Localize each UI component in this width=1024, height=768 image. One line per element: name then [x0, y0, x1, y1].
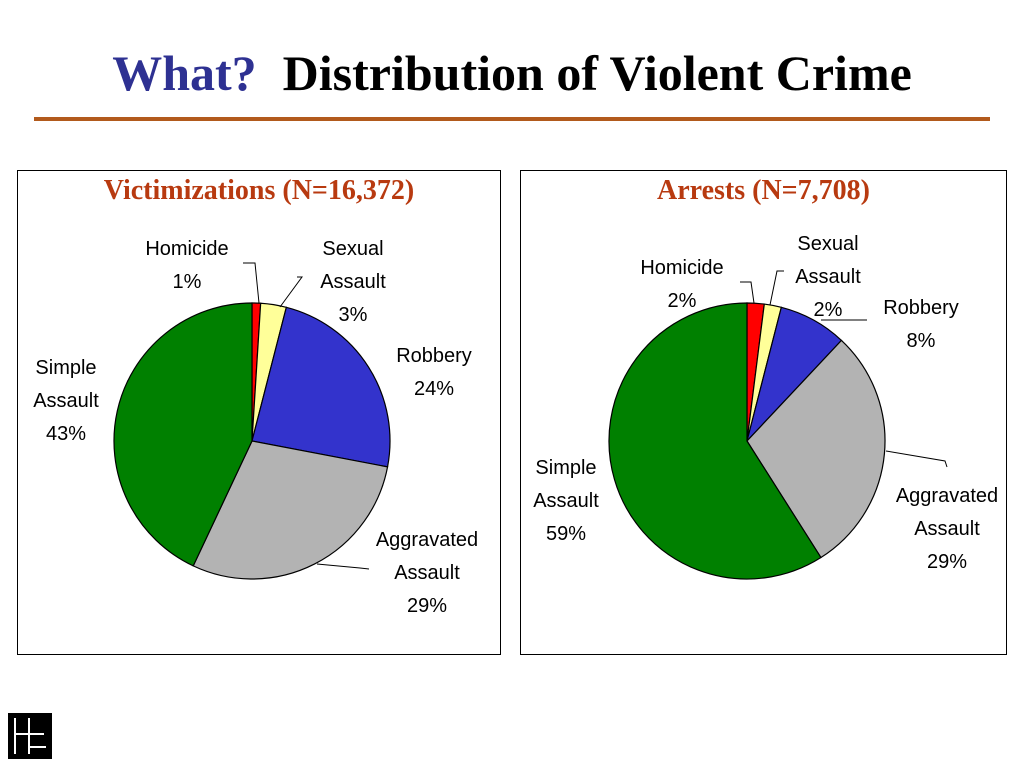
publisher-logo-icon: [8, 713, 52, 759]
pie-slice-aggravated-assault: [192, 440, 389, 580]
victimizations-chart-title: Victimizations (N=16,372): [103, 175, 415, 206]
slice-label-robbery: Robbery 24%: [396, 345, 472, 400]
leader-line-sexual-assault: [279, 276, 303, 308]
pie-slice-aggravated-assault: [746, 339, 886, 559]
slide-title-text: Distribution of Violent Crime: [282, 45, 912, 101]
slide-title-question: What?: [112, 45, 257, 101]
pie-slice-robbery: [251, 306, 391, 468]
pie-slice-simple-assault: [113, 302, 253, 567]
title-divider: [34, 117, 990, 121]
victimizations-chart-panel: Victimizations (N=16,372) Homicide 1% Sexu…: [17, 170, 501, 655]
slice-label-sexual-assault: Sexual Assault 2%: [795, 233, 861, 321]
slice-label-simple-assault: Simple Assault 43%: [33, 357, 99, 445]
leader-line-homicide: [243, 262, 260, 304]
leader-line-aggravated-assault: [316, 563, 370, 570]
slice-label-homicide: Homicide 2%: [640, 257, 723, 312]
leader-line-aggravated-assault: [885, 450, 948, 468]
victimizations-pie-chart: Homicide 1% Sexual Assault 3%Robbery 24% Aggra…: [33, 238, 478, 617]
arrests-pie-chart: Homicide 2% Sexual Assault 2% Robbery 8% Aggrav…: [533, 233, 998, 580]
slice-label-aggravated-assault: Aggravated Assault 29%: [376, 529, 478, 617]
pie-slice-simple-assault: [608, 302, 822, 580]
leader-line-homicide: [740, 281, 755, 304]
slice-label-aggravated-assault: Aggravated Assault 29%: [896, 485, 998, 573]
slice-label-robbery: Robbery 8%: [883, 297, 959, 352]
slice-label-sexual-assault: Sexual Assault 3%: [320, 238, 386, 326]
arrests-chart-title: Arrests (N=7,708): [657, 175, 870, 206]
slice-label-simple-assault: Simple Assault 59%: [533, 457, 599, 545]
arrests-chart-panel: Arrests (N=7,708) Homicide 2% Sexual Assaul…: [520, 170, 1007, 655]
slice-label-homicide: Homicide 1%: [145, 238, 228, 293]
leader-line-sexual-assault: [769, 270, 784, 306]
slide-title: What? Distribution of Violent Crime: [0, 44, 1024, 102]
